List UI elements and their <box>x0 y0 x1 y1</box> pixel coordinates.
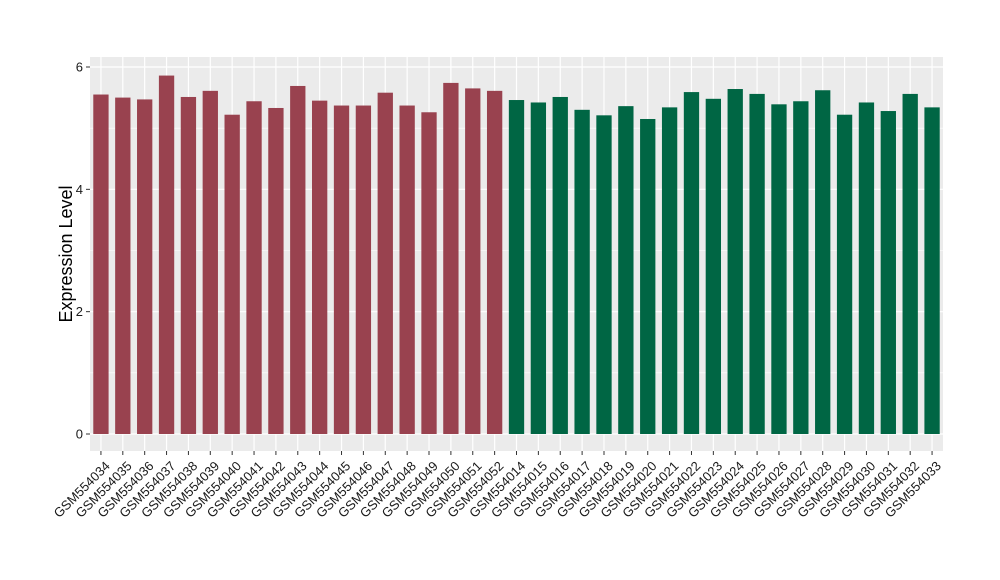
bar-GSM554046 <box>355 105 372 434</box>
bar-GSM554021 <box>661 107 678 435</box>
bar-GSM554043 <box>290 85 306 434</box>
bar-GSM554041 <box>246 101 262 435</box>
bar-GSM554023 <box>705 98 722 434</box>
bar-GSM554030 <box>858 102 875 434</box>
bars-layer <box>93 75 940 435</box>
bar-GSM554034 <box>93 94 109 435</box>
bar-GSM554028 <box>815 90 831 434</box>
y-tick-label: 4 <box>76 182 83 197</box>
y-tick-label: 6 <box>76 60 83 75</box>
bar-GSM554052 <box>486 90 503 434</box>
bar-GSM554032 <box>902 93 918 434</box>
bar-GSM554025 <box>749 93 765 434</box>
bar-GSM554026 <box>771 104 787 434</box>
bar-GSM554014 <box>508 100 525 434</box>
bar-GSM554031 <box>880 111 896 434</box>
bar-GSM554033 <box>924 107 940 435</box>
bar-GSM554020 <box>640 118 656 434</box>
bar-GSM554042 <box>268 107 284 435</box>
bar-GSM554049 <box>421 112 437 434</box>
bar-GSM554035 <box>115 97 131 434</box>
bar-GSM554024 <box>727 89 743 435</box>
bar-GSM554044 <box>311 100 328 435</box>
bar-GSM554029 <box>836 114 853 435</box>
x-axis: GSM554034GSM554035GSM554036GSM554037GSM5… <box>51 451 944 521</box>
bar-GSM554016 <box>552 96 568 434</box>
y-tick-label: 2 <box>76 304 83 319</box>
bar-GSM554018 <box>596 115 612 435</box>
bar-GSM554037 <box>158 75 175 435</box>
bar-GSM554051 <box>465 88 481 435</box>
bar-GSM554048 <box>399 105 415 434</box>
bar-GSM554017 <box>574 109 590 435</box>
y-tick-label: 0 <box>76 427 83 442</box>
bar-GSM554036 <box>137 99 153 434</box>
bar-GSM554027 <box>793 101 809 435</box>
y-axis: 0 2 4 6 <box>76 60 90 442</box>
bar-GSM554015 <box>530 102 547 434</box>
bar-GSM554040 <box>224 114 240 435</box>
bar-GSM554050 <box>443 82 459 435</box>
bar-GSM554022 <box>683 92 700 434</box>
y-axis-title: Expression Level <box>56 185 76 322</box>
bar-GSM554045 <box>333 105 350 434</box>
bar-GSM554019 <box>618 106 634 434</box>
bar-GSM554047 <box>377 92 393 434</box>
bar-GSM554038 <box>180 96 197 434</box>
bar-GSM554039 <box>202 90 218 434</box>
